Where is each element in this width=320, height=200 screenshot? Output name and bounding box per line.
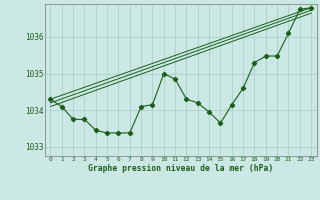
X-axis label: Graphe pression niveau de la mer (hPa): Graphe pression niveau de la mer (hPa) <box>88 164 273 173</box>
